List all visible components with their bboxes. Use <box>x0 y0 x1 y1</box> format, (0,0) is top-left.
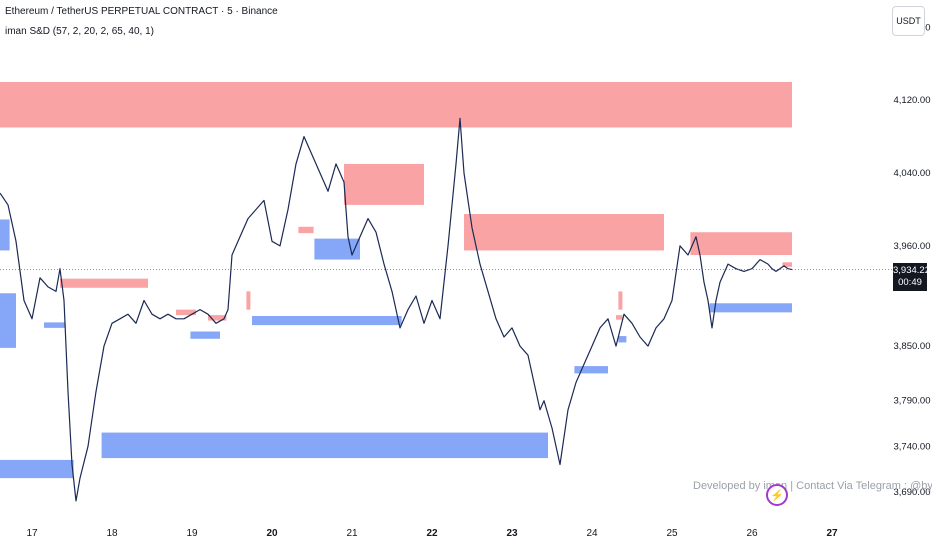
supply-zone-5 <box>60 278 148 288</box>
lightning-icon: ⚡ <box>766 484 788 506</box>
x-tick-label: 18 <box>106 528 118 539</box>
x-tick-label: 19 <box>186 528 198 539</box>
y-tick-label: 3,790.00 <box>894 396 931 407</box>
supply-zone-1 <box>344 163 424 205</box>
supply-zone-11 <box>618 291 623 310</box>
indicator-legend[interactable]: iman S&D (57, 2, 20, 2, 65, 40, 1) <box>5 26 154 37</box>
supply-zone-4 <box>782 262 792 267</box>
supply-zone-8 <box>208 315 227 321</box>
x-tick-label: 24 <box>586 528 598 539</box>
currency-button[interactable]: USDT <box>892 6 925 36</box>
supply-zone-0 <box>0 81 792 128</box>
last-price-badge: 3,934.22 00:49 <box>893 263 930 291</box>
demand-zone-22 <box>709 303 792 313</box>
demand-zone-12 <box>0 219 10 251</box>
price-layer <box>0 117 892 502</box>
x-tick-label: 22 <box>426 528 438 539</box>
supply-zone-9 <box>246 291 251 310</box>
y-tick-label: 3,740.00 <box>894 441 931 452</box>
demand-zone-16 <box>101 432 548 459</box>
x-tick-label: 23 <box>506 528 518 539</box>
x-tick-label: 26 <box>746 528 758 539</box>
supply-zone-3 <box>690 232 792 255</box>
y-tick-label: 4,040.00 <box>894 168 931 179</box>
y-tick-label: 3,850.00 <box>894 341 931 352</box>
demand-zone-19 <box>314 238 360 260</box>
supply-zone-10 <box>616 315 623 320</box>
x-tick-label: 27 <box>826 528 838 539</box>
time-axis[interactable]: 17 18 19 20 21 22 23 24 25 26 27 <box>26 528 838 539</box>
x-tick-label: 25 <box>666 528 678 539</box>
zones-layer <box>0 81 792 479</box>
x-tick-label: 20 <box>266 528 278 539</box>
demand-zone-15 <box>0 459 74 479</box>
bar-countdown: 00:49 <box>898 277 922 288</box>
symbol-title[interactable]: Ethereum / TetherUS PERPETUAL CONTRACT ·… <box>5 6 278 17</box>
demand-zone-14 <box>44 322 66 328</box>
supply-zone-7 <box>176 309 196 316</box>
chart-header: Ethereum / TetherUS PERPETUAL CONTRACT ·… <box>5 5 278 39</box>
demand-zone-21 <box>618 336 627 343</box>
supply-zone-6 <box>298 226 314 234</box>
y-tick-label: 3,690.00 <box>894 487 931 498</box>
last-price-value: 3,934.22 <box>893 265 930 276</box>
price-series-line <box>0 117 793 502</box>
supply-zone-2 <box>464 214 664 251</box>
demand-zone-13 <box>0 293 16 348</box>
x-tick-label: 17 <box>26 528 38 539</box>
x-tick-label: 21 <box>346 528 358 539</box>
developer-watermark: Developed by iman | Contact Via Telegram… <box>693 480 932 492</box>
y-tick-label: 3,960.00 <box>894 241 931 252</box>
demand-zone-20 <box>574 366 608 374</box>
price-axis[interactable]: 4,200.004,120.004,040.003,960.003,850.00… <box>894 22 931 497</box>
y-tick-label: 4,120.00 <box>894 95 931 106</box>
demand-zone-17 <box>190 331 220 339</box>
demand-zone-18 <box>252 316 402 326</box>
